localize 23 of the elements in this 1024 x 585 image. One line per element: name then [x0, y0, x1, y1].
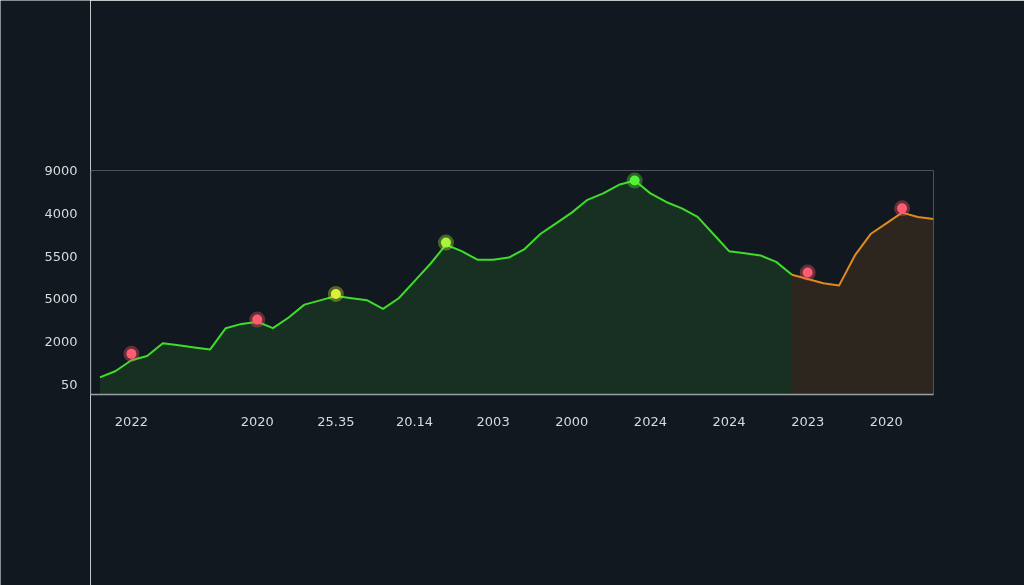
x-tick-label: 2000 — [555, 413, 589, 429]
x-tick-label: 2023 — [791, 413, 825, 429]
text: 5500 — [44, 248, 78, 264]
point — [123, 345, 140, 362]
text: 2000 — [44, 334, 78, 350]
x-tick-label: 2024 — [712, 413, 746, 429]
text: 5000 — [44, 291, 78, 307]
point — [437, 234, 454, 251]
point — [327, 285, 344, 302]
x-tick-label: 2022 — [114, 413, 148, 429]
point — [894, 200, 911, 217]
point — [249, 311, 266, 328]
point — [799, 264, 816, 281]
text: 50 — [60, 376, 78, 392]
text: 4000 — [44, 205, 78, 221]
x-tick-label: 20.14 — [395, 413, 434, 429]
x-tick-label: 2003 — [476, 413, 510, 429]
point — [626, 172, 643, 189]
x-tick-label: 25.35 — [317, 413, 355, 429]
x-tick-label: 2020 — [240, 413, 274, 429]
x-tick-label: 2020 — [869, 413, 903, 429]
text: 9000 — [44, 163, 78, 178]
x-tick-label: 2024 — [633, 413, 667, 429]
